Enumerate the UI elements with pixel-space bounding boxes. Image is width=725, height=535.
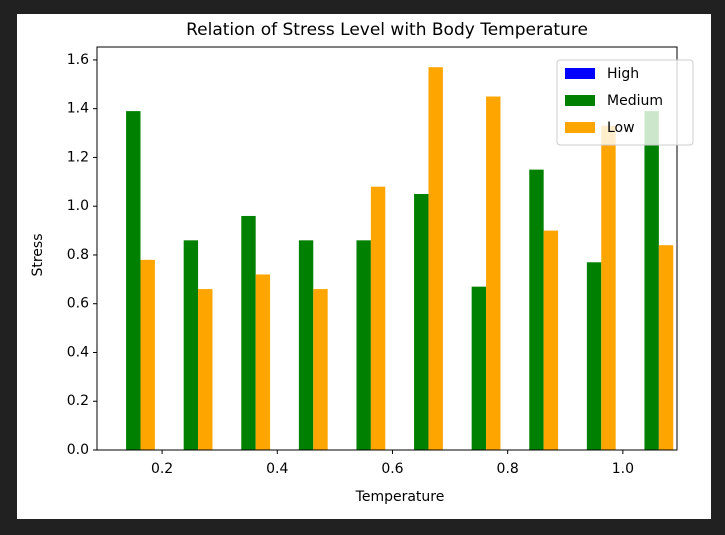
y-tick-label: 0.2 — [67, 393, 89, 409]
legend-swatch — [565, 68, 595, 79]
x-tick-label: 0.2 — [151, 461, 173, 477]
bar — [543, 230, 559, 450]
x-axis-label: Temperature — [355, 489, 445, 505]
y-tick-label: 1.6 — [67, 52, 89, 68]
axes-frame — [96, 46, 678, 451]
chart-title: Relation of Stress Level with Body Tempe… — [186, 20, 588, 40]
bar — [529, 169, 544, 450]
bar — [126, 111, 141, 451]
y-tick-label: 0.8 — [67, 247, 89, 263]
y-tick-label: 0.0 — [67, 442, 89, 458]
bar — [428, 67, 443, 451]
bar — [486, 96, 501, 451]
y-tick-label: 0.4 — [67, 344, 89, 360]
x-tick-label: 0.6 — [381, 461, 403, 477]
x-tick-label: 0.4 — [266, 461, 288, 477]
bar — [644, 111, 659, 451]
y-tick-label: 1.0 — [67, 198, 89, 214]
bar — [658, 245, 674, 450]
bar — [183, 240, 199, 450]
x-tick-label: 0.8 — [497, 461, 519, 477]
bar — [313, 289, 328, 450]
bar — [198, 289, 213, 450]
legend: High Medium Low — [556, 59, 694, 146]
y-tick-label: 1.4 — [67, 101, 89, 117]
y-tick-label: 1.2 — [67, 149, 89, 165]
bar — [140, 259, 155, 450]
legend-label: Low — [607, 120, 635, 136]
y-axis-label: Stress — [30, 233, 46, 276]
legend-swatch — [565, 122, 595, 133]
legend-label: High — [607, 66, 639, 82]
bar — [241, 215, 256, 450]
bar — [601, 125, 616, 450]
y-tick-label: 0.6 — [67, 296, 89, 312]
bar — [370, 186, 386, 451]
bar — [471, 286, 487, 450]
bar — [298, 240, 314, 450]
legend-label: Medium — [607, 93, 663, 109]
legend-swatch — [565, 95, 595, 106]
bar — [356, 240, 371, 450]
bar — [255, 274, 271, 450]
x-tick-label: 1.0 — [612, 461, 634, 477]
bar — [586, 262, 602, 450]
bar — [414, 194, 429, 450]
